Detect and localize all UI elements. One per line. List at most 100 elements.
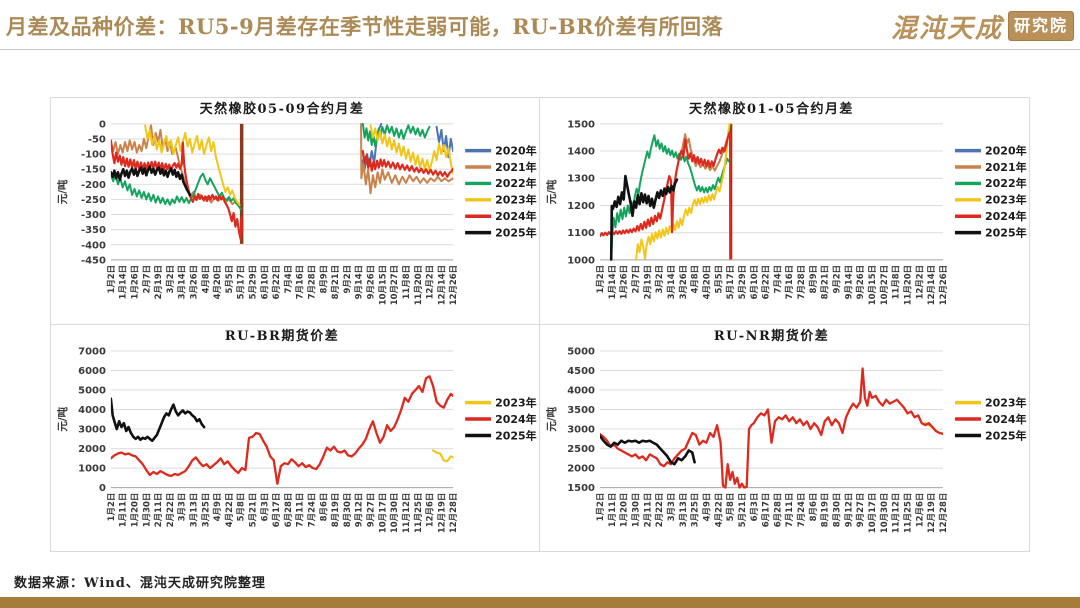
x-tick-label: 12月28日: [939, 492, 949, 533]
bottom-gold-bar: [0, 597, 1080, 608]
y-tick-label: -350: [81, 225, 106, 236]
series-line-2022年: [361, 122, 431, 148]
x-tick-label: 1月2日: [106, 265, 116, 294]
series-line-2025年: [609, 174, 679, 261]
x-tick-label: 7月16日: [295, 265, 305, 299]
chart-cell-ru-nr: RU-NR期货价差 5000 4500 4000 3500 3000 2500 2000 150…: [540, 325, 1029, 552]
x-tick-label: 8月19日: [330, 492, 340, 527]
x-tick-label: 5月17日: [725, 265, 735, 300]
x-tick-label: 12月26日: [448, 265, 458, 305]
x-tick-label: 6月10日: [749, 265, 759, 300]
x-tick-label: 8月9日: [318, 265, 328, 294]
x-tick-label: 2月7日: [630, 265, 640, 294]
x-tick-label: 3月3日: [667, 492, 677, 521]
x-tick-label: 3月26日: [678, 265, 688, 300]
series-line-2024年: [600, 366, 943, 489]
x-tick-label: 4月8日: [200, 265, 210, 294]
x-tick-label: 6月3日: [259, 492, 269, 521]
chart-cell-ru-br: RU-BR期货价差 7000 6000 5000 4000 3000 2000 1000 0 1月…: [51, 324, 540, 551]
x-tick-label: 2月7日: [141, 265, 151, 294]
x-tick-label: 9月12日: [844, 492, 854, 527]
y-tick-label: 1500: [567, 119, 595, 130]
x-tick-label: 1月30日: [141, 492, 151, 527]
chart-title: 天然橡胶05-09合约月差: [200, 101, 365, 117]
x-tick-label: 8月9日: [808, 265, 818, 294]
legend-label-2021年: 2021年: [495, 160, 537, 174]
x-tick-label: 4月9日: [702, 492, 712, 521]
x-tick-label: 12月14日: [436, 265, 446, 305]
legend-label-2025年: 2025年: [495, 428, 537, 442]
x-tick-label: 10月17日: [377, 492, 387, 533]
x-tick-label: 4月20日: [212, 265, 222, 299]
chart-cell-ru-0509: 天然橡胶05-09合约月差 0 -50 -100 -150 -200 -250 -300 -35…: [51, 98, 540, 325]
x-tick-label: 12月19日: [927, 492, 937, 533]
series-line-2023年: [635, 122, 731, 261]
x-tick-label: 3月25日: [691, 492, 701, 527]
x-tick-label: 11月20日: [902, 265, 912, 305]
x-tick-label: 1月26日: [619, 265, 629, 300]
legend-label-2024年: 2024年: [495, 209, 537, 223]
x-tick-label: 10月15日: [867, 265, 877, 305]
series-line-2024年: [600, 131, 732, 260]
x-tick-label: 4月20日: [701, 265, 711, 300]
y-tick-label: 1200: [567, 201, 595, 212]
x-tick-label: 3月2日: [165, 265, 175, 294]
y-axis-title: 元/吨: [545, 179, 558, 204]
y-tick-label: -250: [81, 195, 106, 206]
y-tick-label: -150: [81, 165, 106, 176]
x-tick-label: 10月15日: [377, 265, 387, 305]
series-line-2025年: [110, 396, 206, 442]
x-tick-label: 3月2日: [654, 265, 664, 294]
series-line-2021年: [360, 122, 454, 195]
y-tick-label: 7000: [78, 346, 106, 357]
x-tick-label: 11月25日: [413, 492, 423, 533]
x-tick-label: 1月30日: [631, 492, 641, 527]
logo-seal-badge: 研究院: [1007, 11, 1074, 41]
x-tick-label: 8月21日: [820, 265, 830, 300]
x-tick-label: 7月4日: [772, 265, 782, 294]
x-tick-label: 12月6日: [425, 492, 435, 527]
logo-calligraphy-text: 混沌天成: [890, 13, 1003, 44]
x-tick-label: 8月30日: [833, 492, 843, 527]
y-tick-label: -450: [81, 255, 106, 266]
x-tick-label: 5月29日: [737, 265, 747, 300]
x-tick-label: 6月28日: [773, 492, 783, 527]
x-tick-label: 1月11日: [608, 492, 618, 527]
x-tick-label: 12月14日: [926, 265, 936, 305]
legend-label-2021年: 2021年: [985, 160, 1027, 174]
x-tick-label: 8月21日: [330, 265, 340, 299]
x-tick-label: 5月29日: [247, 265, 257, 299]
x-tick-label: 7月24日: [307, 492, 317, 527]
company-logo: 混沌天成 研究院: [891, 8, 1074, 45]
x-tick-label: 10月27日: [879, 265, 889, 305]
x-tick-label: 9月26日: [855, 265, 865, 300]
x-tick-label: 9月2日: [342, 265, 352, 294]
x-tick-label: 9月14日: [843, 265, 853, 300]
chart-title: RU-BR期货价差: [225, 327, 339, 343]
y-tick-label: 0: [99, 119, 106, 130]
x-tick-label: 7月16日: [784, 265, 794, 300]
x-tick-label: 8月6日: [809, 492, 819, 521]
x-tick-label: 11月8日: [891, 265, 901, 300]
x-tick-label: 5月8日: [726, 492, 736, 521]
x-tick-label: 3月25日: [200, 492, 210, 527]
series-line-2025年: [600, 434, 696, 465]
legend-label-2020年: 2020年: [495, 143, 537, 157]
x-tick-label: 9月27日: [366, 492, 376, 527]
series-line-2023年: [144, 124, 241, 206]
x-tick-label: 10月30日: [880, 492, 890, 533]
y-tick-label: 4500: [567, 365, 595, 376]
y-tick-label: -300: [81, 210, 106, 221]
x-tick-label: 4月8日: [690, 265, 700, 294]
x-tick-label: 12月28日: [448, 492, 458, 533]
y-tick-label: 3000: [567, 424, 595, 435]
series-line-2024年: [361, 149, 454, 178]
x-tick-label: 12月2日: [914, 265, 924, 300]
x-tick-label: 1月2日: [595, 265, 605, 294]
legend-label-2023年: 2023年: [495, 193, 537, 207]
series-line-2022年: [610, 134, 730, 260]
chart-ru-br-futures-spread: RU-BR期货价差700060005000400030002000100001月…: [56, 327, 537, 533]
y-axis-title: 元/吨: [56, 179, 69, 204]
legend-label-2022年: 2022年: [985, 176, 1027, 190]
y-tick-label: 5000: [78, 385, 106, 396]
